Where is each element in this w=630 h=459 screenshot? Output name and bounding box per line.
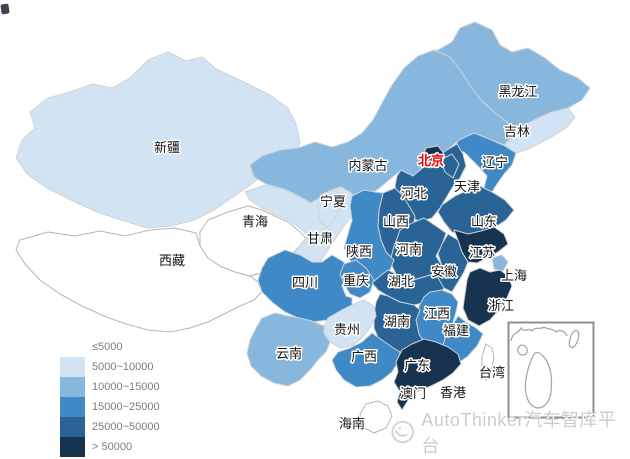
province-label-fujian: 福建 xyxy=(443,323,469,338)
province-label-guizhou: 贵州 xyxy=(334,322,360,337)
province-label-anhui: 安徽 xyxy=(431,264,457,279)
legend-row: 15000~25000 xyxy=(60,397,160,417)
province-label-jiangxi: 江西 xyxy=(424,306,450,321)
province-beijing[interactable] xyxy=(421,145,445,169)
province-label-gansu: 甘肃 xyxy=(307,231,333,246)
province-xinjiang[interactable] xyxy=(15,51,301,229)
province-label-guangxi: 广西 xyxy=(351,349,377,364)
legend-swatch xyxy=(60,397,85,417)
legend-row: 5000~10000 xyxy=(60,357,160,377)
legend-swatch xyxy=(60,377,85,397)
province-label-beijing: 北京 xyxy=(418,153,444,168)
province-label-liaoning: 辽宁 xyxy=(482,155,508,170)
legend-label: ≤5000 xyxy=(92,341,123,353)
province-chongqing[interactable] xyxy=(339,259,375,299)
legend-swatch xyxy=(60,437,85,457)
province-shandong[interactable] xyxy=(437,185,515,237)
province-jiangsu[interactable] xyxy=(453,226,509,264)
province-guangdong[interactable] xyxy=(393,338,462,411)
province-label-tianjin: 天津 xyxy=(454,179,480,194)
province-xizang[interactable] xyxy=(15,227,263,333)
province-yunnan[interactable] xyxy=(246,312,331,387)
legend-label: > 50000 xyxy=(92,441,133,453)
province-sichuan[interactable] xyxy=(257,249,353,323)
south-china-sea-inset xyxy=(507,321,595,419)
province-zhejiang[interactable] xyxy=(462,267,513,327)
province-guangxi[interactable] xyxy=(331,332,401,388)
province-label-henan: 河南 xyxy=(396,242,422,257)
inset-coastline xyxy=(510,326,568,342)
province-label-hunan: 湖南 xyxy=(384,314,410,329)
legend-row: 25000~50000 xyxy=(60,417,160,437)
legend-row: 10000~15000 xyxy=(60,377,160,397)
province-label-ningxia: 宁夏 xyxy=(320,194,346,209)
autothinker-logo-icon xyxy=(391,420,414,444)
province-label-hainan: 海南 xyxy=(339,416,365,431)
province-hainan[interactable] xyxy=(359,400,393,434)
province-taiwan[interactable] xyxy=(481,343,495,381)
legend-label: 15000~25000 xyxy=(92,401,160,413)
province-shanghai[interactable] xyxy=(491,254,509,272)
province-label-chongqing: 重庆 xyxy=(343,273,369,288)
province-label-taiwan: 台湾 xyxy=(479,365,505,380)
province-label-jilin: 吉林 xyxy=(504,124,530,139)
province-tianjin[interactable] xyxy=(441,153,460,179)
province-label-xianggang: 香港 xyxy=(440,385,466,400)
watermark: AutoThinker汽车智库平台 xyxy=(390,410,630,456)
province-shapes-layer xyxy=(15,21,591,434)
legend-row: ≤5000 xyxy=(60,337,160,357)
province-liaoning[interactable] xyxy=(451,132,517,196)
legend-swatch xyxy=(60,357,85,377)
inset-hainan-island xyxy=(517,344,528,356)
legend-swatch xyxy=(60,417,85,437)
map-legend: ≤5000 5000~10000 10000~15000 15000~25000… xyxy=(60,337,160,457)
province-label-xizang: 西藏 xyxy=(159,253,185,268)
inset-taiwan-island xyxy=(568,329,580,349)
province-henan[interactable] xyxy=(389,217,447,283)
inset-border xyxy=(507,321,595,419)
legend-label: 10000~15000 xyxy=(92,381,160,393)
province-label-heilongjiang: 黑龙江 xyxy=(498,84,537,99)
province-label-hebei: 河北 xyxy=(401,186,427,201)
legend-label: 25000~50000 xyxy=(92,421,160,433)
province-label-xinjiang: 新疆 xyxy=(154,140,180,155)
province-label-shanxi: 山西 xyxy=(383,214,409,229)
province-label-sichuan: 四川 xyxy=(292,275,318,290)
province-label-zhejiang: 浙江 xyxy=(488,298,514,313)
province-label-shandong: 山东 xyxy=(471,214,497,229)
watermark-text: AutoThinker汽车智库平台 xyxy=(421,410,617,456)
province-label-guangdong: 广东 xyxy=(404,358,430,373)
province-label-hubei: 湖北 xyxy=(388,274,414,289)
province-heilongjiang[interactable] xyxy=(433,21,591,135)
province-label-neimenggu: 内蒙古 xyxy=(348,158,387,173)
inset-sea-outline xyxy=(524,351,553,409)
province-label-jiangsu: 江苏 xyxy=(469,245,495,260)
legend-row: > 50000 xyxy=(60,437,160,457)
province-label-qinghai: 青海 xyxy=(242,214,268,229)
province-guizhou[interactable] xyxy=(323,299,377,349)
province-label-shanghai: 上海 xyxy=(501,268,527,283)
province-label-aomen: 澳门 xyxy=(400,386,426,401)
province-label-yunnan: 云南 xyxy=(276,346,302,361)
province-label-shaanxi: 陕西 xyxy=(346,244,372,259)
legend-label: 5000~10000 xyxy=(92,361,154,373)
province-ningxia[interactable] xyxy=(317,189,343,229)
legend-swatch xyxy=(60,337,85,357)
